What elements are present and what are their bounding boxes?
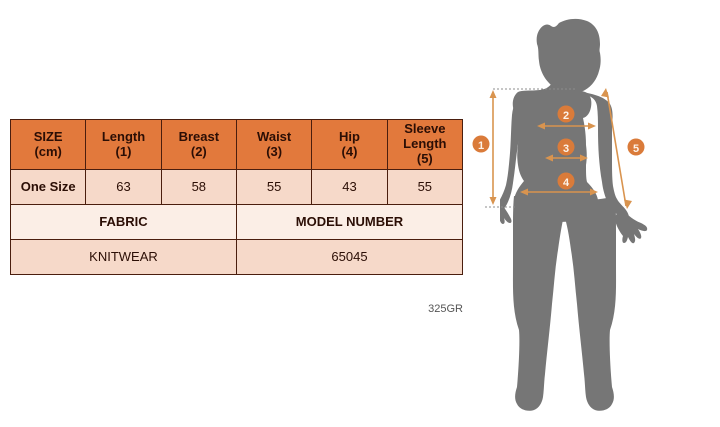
svg-text:1: 1: [478, 140, 484, 152]
